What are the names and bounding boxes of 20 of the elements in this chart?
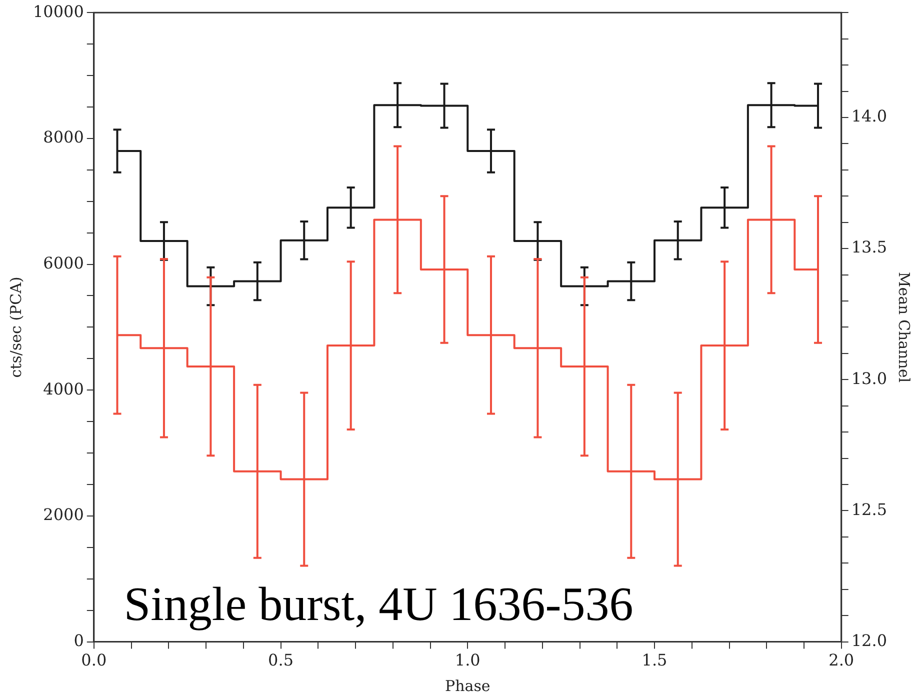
y2-tick-label: 12.5 <box>851 500 887 519</box>
y-tick-label: 6000 <box>43 253 84 272</box>
y-tick-label: 4000 <box>43 379 84 398</box>
y-tick-label: 8000 <box>43 128 84 147</box>
annotation: Single burst, 4U 1636-536 <box>124 578 634 631</box>
x-tick-label: 0.0 <box>81 650 107 670</box>
y2-tick-label: 14.0 <box>851 106 887 126</box>
x-tick-label: 1.0 <box>454 650 480 670</box>
x-tick-label: 2.0 <box>828 650 854 670</box>
y-tick-label: 10000 <box>32 2 84 21</box>
x-axis-title: Phase <box>444 676 490 695</box>
y2-tick-label: 13.0 <box>851 368 887 388</box>
y2-axis-title: Mean Channel <box>895 272 914 383</box>
x-tick-label: 1.5 <box>642 650 668 670</box>
y-tick-label: 2000 <box>43 505 84 524</box>
y2-tick-label: 13.5 <box>851 238 887 257</box>
y2-tick-label: 12.0 <box>851 630 887 650</box>
x-tick-label: 0.5 <box>268 650 294 670</box>
y-tick-label: 0 <box>74 630 84 650</box>
y-axis-title: cts/sec (PCA) <box>6 276 25 378</box>
